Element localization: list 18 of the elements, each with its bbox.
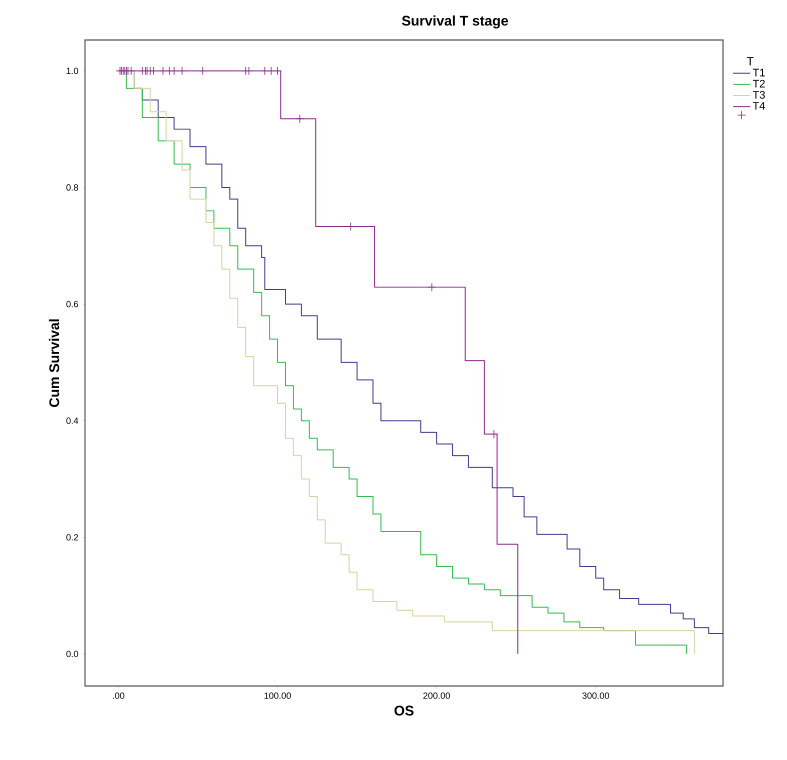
x-tick-label: .00 [113,692,124,699]
legend-label: T1 [752,68,765,76]
x-axis-title: OS [394,706,414,716]
chart-title: Survival T stage [402,15,508,28]
legend-label: T3 [752,90,765,99]
legend-label: T2 [752,80,765,88]
y-axis-title: Cum Survival [48,319,60,407]
y-tick-label: 0.6 [66,300,78,308]
y-tick-label: 0.4 [66,418,78,424]
y-tick-label: 1.0 [66,68,78,74]
x-tick-label: 200.00 [423,692,450,699]
x-tick-label: 300.00 [582,692,610,699]
y-tick-label: 0.2 [66,534,78,540]
legend-label: T4 [752,102,766,110]
x-tick-label: 100.00 [264,692,291,699]
y-tick-label: 0.0 [66,650,78,658]
y-tick-label: 0.8 [66,184,78,191]
legend-title: T [746,57,754,66]
